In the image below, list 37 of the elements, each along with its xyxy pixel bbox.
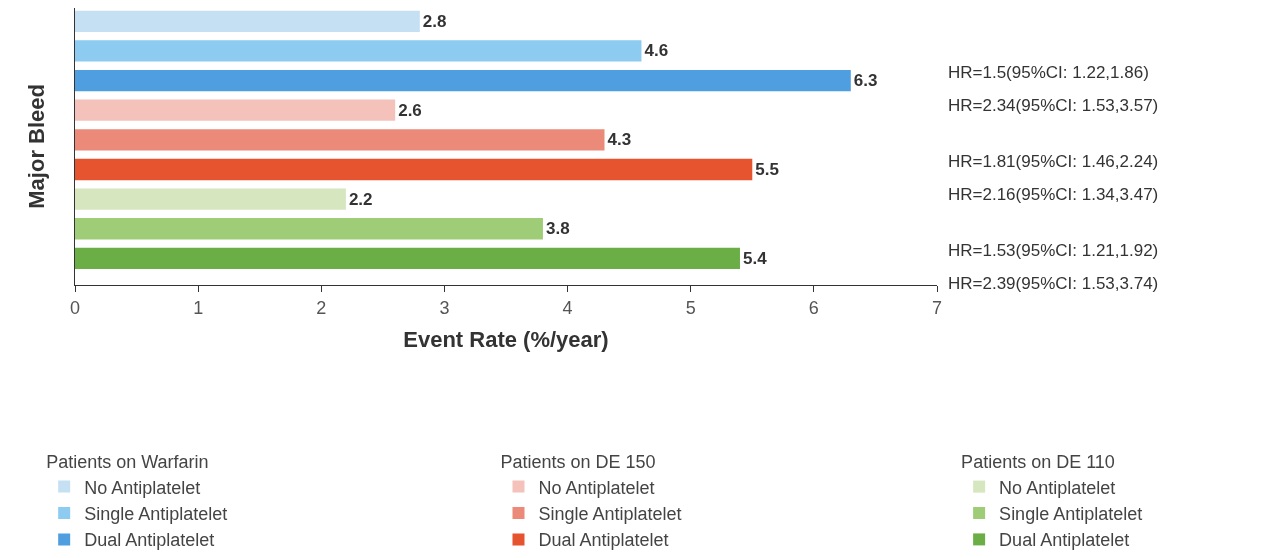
data-label: 6.3 bbox=[853, 71, 878, 91]
x-tick-label: 2 bbox=[316, 297, 327, 318]
legend-label: Single Antiplatelet bbox=[84, 504, 228, 525]
text: HR=2.39(95%CI: 1.53,3.74) bbox=[948, 274, 1159, 293]
data-label: 2.2 bbox=[348, 189, 373, 209]
legend-label: Dual Antiplatelet bbox=[538, 530, 669, 551]
legend-label: No Antiplatelet bbox=[84, 477, 201, 498]
text: HR=1.81(95%CI: 1.46,2.24) bbox=[948, 152, 1159, 171]
x-tick-label: 5 bbox=[685, 297, 696, 318]
x-tick-label: 1 bbox=[193, 297, 204, 318]
data-label: 2.6 bbox=[398, 100, 422, 120]
data-label: 2.8 bbox=[422, 11, 447, 31]
y-axis-title: Major Bleed bbox=[23, 84, 49, 209]
legend-label: Single Antiplatelet bbox=[999, 504, 1143, 525]
legend-label: Dual Antiplatelet bbox=[999, 530, 1130, 551]
x-tick-label: 3 bbox=[439, 297, 450, 318]
text: Patients on DE 150 bbox=[500, 452, 656, 473]
data-label: 4.3 bbox=[607, 130, 632, 150]
text: HR=1.53(95%CI: 1.21,1.92) bbox=[948, 241, 1159, 260]
legend-label: Dual Antiplatelet bbox=[84, 530, 215, 551]
x-tick-label: 4 bbox=[562, 297, 573, 318]
data-label: 4.6 bbox=[644, 41, 669, 61]
data-label: 3.8 bbox=[545, 219, 570, 239]
text: Patients on DE 110 bbox=[961, 452, 1115, 473]
text: HR=2.16(95%CI: 1.34,3.47) bbox=[948, 185, 1159, 204]
data-label: 5.4 bbox=[742, 248, 768, 268]
data-label: 5.5 bbox=[755, 159, 779, 179]
text: HR=2.34(95%CI: 1.53,3.57) bbox=[948, 96, 1159, 115]
x-tick-label: 0 bbox=[69, 297, 81, 318]
legend-label: No Antiplatelet bbox=[538, 477, 655, 498]
text: HR=1.5(95%CI: 1.22,1.86) bbox=[948, 63, 1149, 82]
x-tick-label: 7 bbox=[931, 297, 943, 318]
x-axis-title: Event Rate (%/year) bbox=[403, 327, 609, 353]
legend-label: Single Antiplatelet bbox=[538, 504, 682, 525]
legend-label: No Antiplatelet bbox=[999, 477, 1116, 498]
x-tick-label: 6 bbox=[808, 297, 819, 318]
text: Patients on Warfarin bbox=[46, 452, 209, 473]
